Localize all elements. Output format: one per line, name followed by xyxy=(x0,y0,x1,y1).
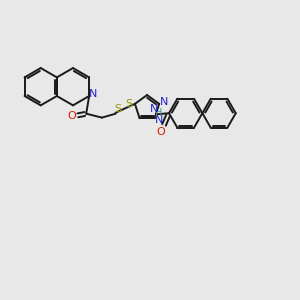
Text: N: N xyxy=(150,104,158,114)
Text: N: N xyxy=(160,97,168,107)
Text: O: O xyxy=(157,127,166,137)
Text: S: S xyxy=(125,99,133,109)
Text: N: N xyxy=(89,89,97,99)
Text: N: N xyxy=(155,115,164,125)
Text: H: H xyxy=(154,108,162,118)
Text: O: O xyxy=(67,111,76,121)
Text: S: S xyxy=(114,104,121,114)
